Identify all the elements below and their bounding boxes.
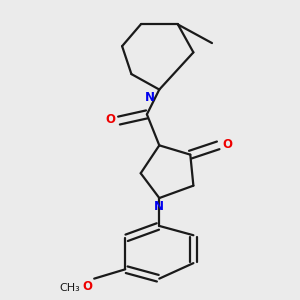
- Text: N: N: [154, 200, 164, 213]
- Text: O: O: [105, 113, 115, 126]
- Text: CH₃: CH₃: [59, 283, 80, 293]
- Text: O: O: [83, 280, 93, 292]
- Text: N: N: [145, 91, 154, 104]
- Text: O: O: [222, 138, 232, 151]
